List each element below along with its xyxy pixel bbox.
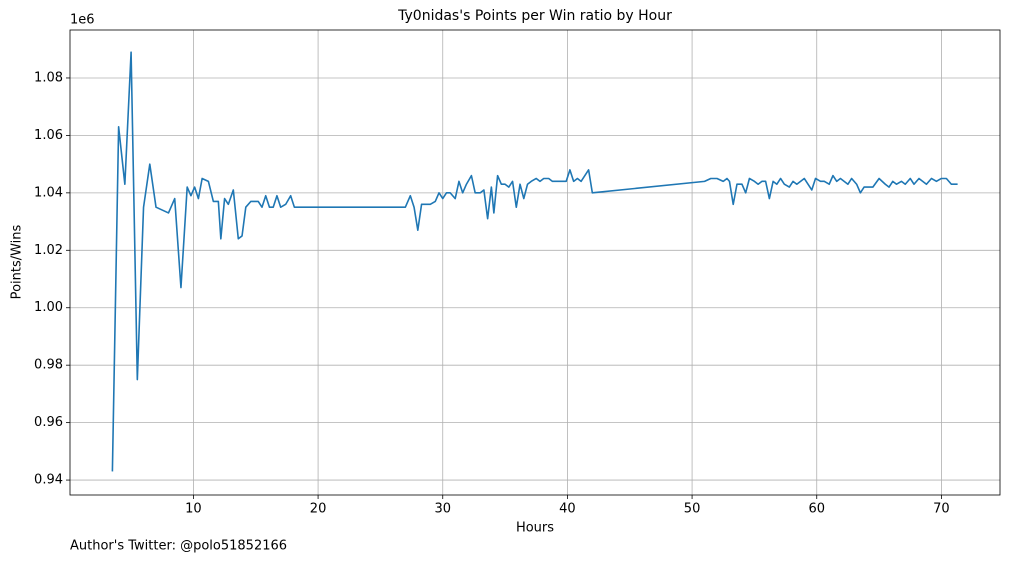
x-tick-label: 70 [933,502,950,517]
plot-frame [69,29,1001,496]
x-tick-label: 50 [684,502,701,517]
footer: Author's Twitter: @polo51852166 [70,539,287,554]
y-tick-label: 0.94 [34,473,63,488]
x-tick-label: 20 [310,502,327,517]
x-tick-label: 10 [185,502,202,517]
x-tick-label: 30 [434,502,451,517]
x-axis-label: Hours [516,521,554,536]
y-offset-label: 1e6 [70,13,95,28]
y-tick-label: 0.96 [34,415,63,430]
data-line [111,51,958,472]
x-tick-label: 60 [808,502,825,517]
y-tick-label: 1.02 [34,243,63,258]
x-tick-label: 40 [559,502,576,517]
y-tick-label: 1.04 [34,185,63,200]
chart-title: Ty0nidas's Points per Win ratio by Hour [397,8,672,24]
y-tick-label: 0.98 [34,358,63,373]
y-tick-label: 1.06 [34,128,63,143]
y-tick-label: 1.00 [34,300,63,315]
y-tick-label: 1.08 [34,70,63,85]
y-axis-label: Points/Wins [10,224,25,299]
